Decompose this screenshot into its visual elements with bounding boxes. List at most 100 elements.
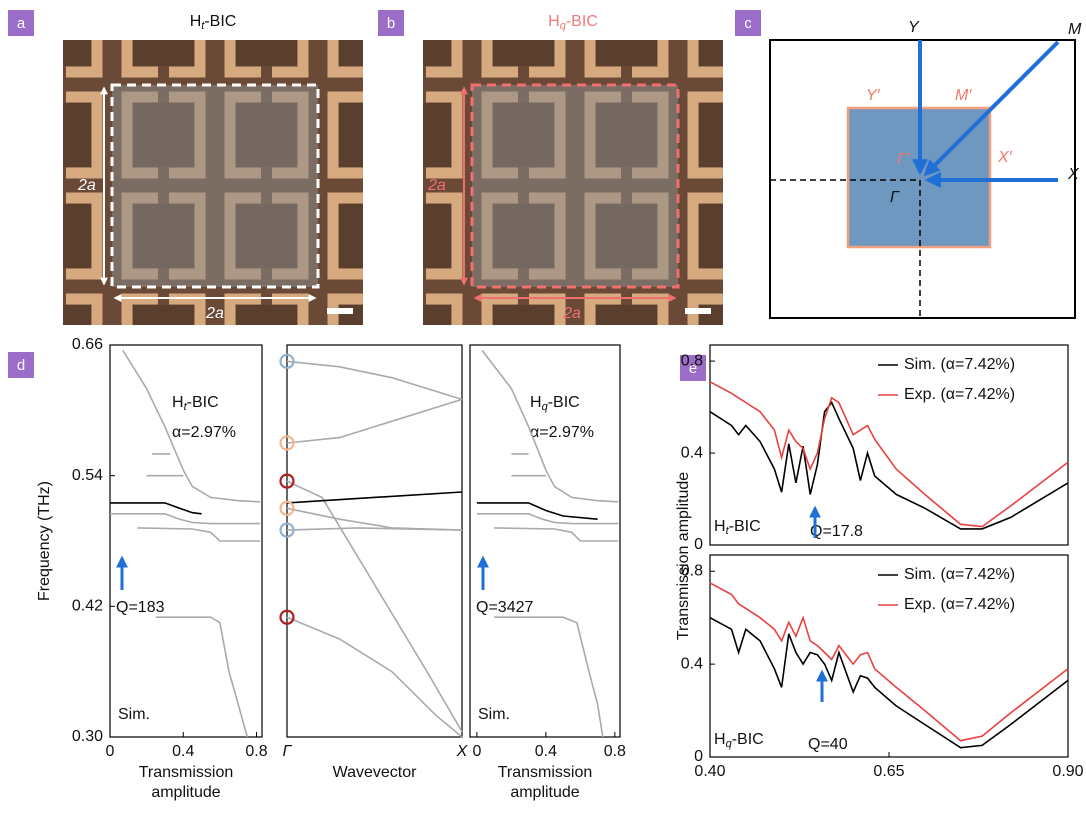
title-part: H — [190, 13, 202, 30]
title-part: H — [548, 13, 560, 30]
title-part: H — [172, 394, 184, 411]
scale-bar — [685, 308, 711, 314]
y-tick-label: 0.54 — [72, 467, 103, 484]
brillouin-zone: Y M Y′ M′ Γ′ X′ X Γ — [770, 19, 1082, 318]
annotation: Q=40 — [808, 736, 848, 753]
point-label: Y′ — [866, 87, 881, 104]
title-part: H — [530, 394, 542, 411]
micrograph-b: 2a 2a Hq-BIC — [423, 13, 723, 325]
dimension-label: 2a — [427, 177, 446, 194]
title-part: -BIC — [548, 394, 580, 411]
title-part: -BIC — [204, 13, 236, 30]
x-tick-label: 0.40 — [694, 763, 725, 780]
point-label: M′ — [955, 87, 972, 104]
panel-title: Ht-BIC — [190, 13, 237, 32]
point-label: Y — [908, 19, 920, 36]
annotation: Q=17.8 — [810, 523, 863, 540]
dimension-label: 2a — [77, 177, 96, 194]
series-line — [156, 617, 248, 737]
x-tick-label: 0.8 — [604, 743, 626, 760]
y-tick-label: 0.8 — [681, 562, 703, 579]
x-axis-label: amplitude — [510, 784, 579, 801]
legend-label: Sim. (α=7.42%) — [904, 356, 1015, 373]
x-axis-label: amplitude — [151, 784, 220, 801]
series-line — [287, 508, 462, 530]
panel-label: c — [744, 15, 752, 32]
legend-label: Exp. (α=7.42%) — [904, 596, 1015, 613]
series-line — [494, 617, 603, 737]
x-tick-label: 0.90 — [1052, 763, 1083, 780]
x-axis-label: Wavevector — [333, 764, 418, 781]
point-label: X — [1067, 166, 1080, 183]
annotation: α=2.97% — [172, 424, 236, 441]
point-label: X′ — [997, 149, 1013, 166]
series-line — [110, 503, 202, 514]
x-tick-label: 0 — [106, 743, 115, 760]
dimension-label: 2a — [205, 305, 224, 322]
y-axis-label: Frequency (THz) — [36, 481, 53, 601]
annotation: Sim. — [118, 706, 150, 723]
y-tick-label: 0.66 — [72, 336, 103, 353]
micrograph-a: 2a 2a Ht-BIC — [63, 13, 363, 325]
y-tick-label: 0 — [694, 536, 703, 553]
series-line — [287, 617, 462, 737]
annotation: Q=183 — [116, 599, 165, 616]
panel-title: Hq-BIC — [530, 394, 580, 413]
series-line — [110, 514, 260, 524]
series-line — [287, 528, 462, 530]
point-label: Γ′ — [897, 151, 910, 168]
unit-cell — [472, 85, 678, 287]
annotations-d: Ht-BIC α=2.97% Q=183 Sim. Hq-BIC α=2.97%… — [116, 394, 594, 723]
x-tick-label: 0.4 — [535, 743, 557, 760]
panel-title: Hq-BIC — [548, 13, 598, 32]
figure: a b c d e 2a 2a Ht-BIC 2a 2a Hq-BIC — [0, 0, 1086, 812]
x-tick-label: 0.4 — [172, 743, 194, 760]
unit-cell — [112, 85, 318, 287]
y-tick-label: 0.8 — [681, 352, 703, 369]
series-line — [138, 528, 261, 541]
title-part: H — [714, 731, 726, 748]
x-tick-label: X — [456, 743, 469, 760]
x-tick-label: Γ — [282, 743, 292, 760]
y-tick-label: 0.4 — [681, 655, 703, 672]
panel-label: b — [387, 15, 395, 32]
scale-bar — [327, 308, 353, 314]
x-axis-label: Transmission — [498, 764, 593, 781]
x-tick-label: 0.8 — [245, 743, 267, 760]
series-line — [710, 618, 1068, 748]
series-line — [494, 528, 618, 541]
annotations-e: Ht-BIC Q=17.8 Hq-BIC Q=40 Transmission a… — [675, 472, 863, 754]
legend-label: Exp. (α=7.42%) — [904, 386, 1015, 403]
y-axis-label: Transmission amplitude — [675, 472, 692, 640]
series-line — [710, 403, 1068, 529]
panel-title: Ht-BIC — [714, 518, 761, 537]
panel-title: Hq-BIC — [714, 731, 764, 750]
y-tick-label: 0.30 — [72, 728, 103, 745]
title-part: H — [714, 518, 726, 535]
y-tick-label: 0.4 — [681, 444, 703, 461]
annotation: Sim. — [478, 706, 510, 723]
y-tick-label: 0.42 — [72, 598, 103, 615]
series-line — [287, 481, 462, 731]
annotation: Q=3427 — [476, 599, 533, 616]
plot-frame — [287, 345, 462, 737]
title-part: -BIC — [732, 731, 764, 748]
series-line — [710, 382, 1068, 527]
point-label: M — [1068, 21, 1082, 38]
x-axis-label: Transmission — [139, 764, 234, 781]
dimension-label: 2a — [562, 305, 581, 322]
panel-label: a — [17, 15, 26, 32]
point-label: Γ — [890, 189, 900, 206]
x-tick-label: 0 — [472, 743, 481, 760]
panel-label: d — [17, 357, 25, 374]
series-line — [287, 399, 462, 443]
x-tick-label: 0.65 — [873, 763, 904, 780]
panel-title: Ht-BIC — [172, 394, 219, 413]
legend-label: Sim. (α=7.42%) — [904, 566, 1015, 583]
title-part: -BIC — [566, 13, 598, 30]
title-part: -BIC — [187, 394, 219, 411]
annotation: α=2.97% — [530, 424, 594, 441]
plot-frame — [710, 555, 1068, 757]
title-part: -BIC — [729, 518, 761, 535]
series-line — [287, 361, 462, 399]
